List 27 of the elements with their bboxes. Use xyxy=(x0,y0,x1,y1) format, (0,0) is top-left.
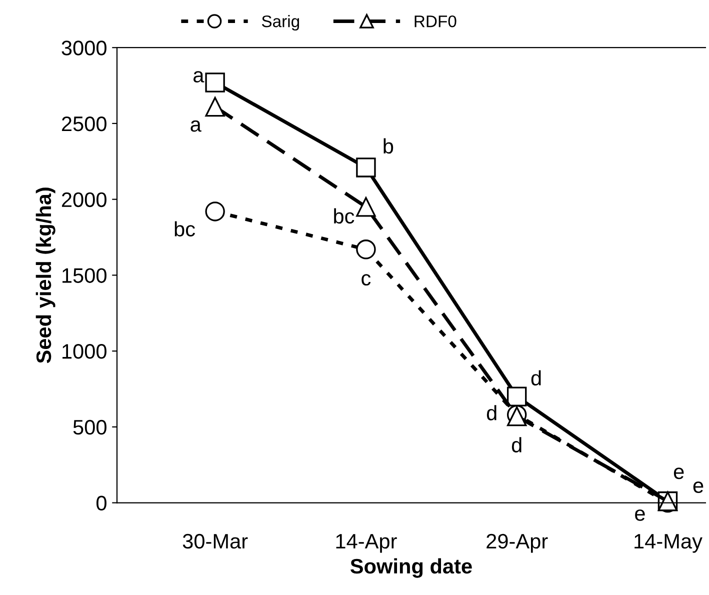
annotation: c xyxy=(362,274,371,286)
annotation: e xyxy=(693,482,704,493)
annotation: b xyxy=(384,138,394,154)
y-tick-label: 1000 xyxy=(62,344,106,359)
x-tick-label: 30-Mar xyxy=(182,534,248,549)
annotation: d xyxy=(512,437,522,452)
annotation: a xyxy=(190,120,202,132)
y-tick-label: 3000 xyxy=(62,40,106,56)
y-tick-label: 1500 xyxy=(62,268,106,283)
annotation: d xyxy=(486,405,496,420)
y-tick-label: 500 xyxy=(73,420,106,435)
legend-label: Sarig xyxy=(262,15,300,31)
x-tick-label: 14-Apr xyxy=(336,534,397,553)
y-tick-label: 2000 xyxy=(62,192,106,208)
y-axis-title: Seed yield (kg/ha) xyxy=(36,188,56,364)
annotation: a xyxy=(193,71,204,83)
x-tick-label: 29-Apr xyxy=(486,534,548,553)
annotation: d xyxy=(531,370,541,386)
annotation: bc xyxy=(174,221,195,236)
x-axis-title: Sowing date xyxy=(350,558,472,578)
annotation: e xyxy=(674,468,684,480)
legend-label: RDF0 xyxy=(414,15,456,28)
x-tick-label: 14-May xyxy=(634,534,702,553)
annotation: e xyxy=(635,509,645,521)
y-tick-label: 2500 xyxy=(62,116,106,132)
annotation: bc xyxy=(334,208,354,224)
y-tick-label: 0 xyxy=(96,496,106,511)
